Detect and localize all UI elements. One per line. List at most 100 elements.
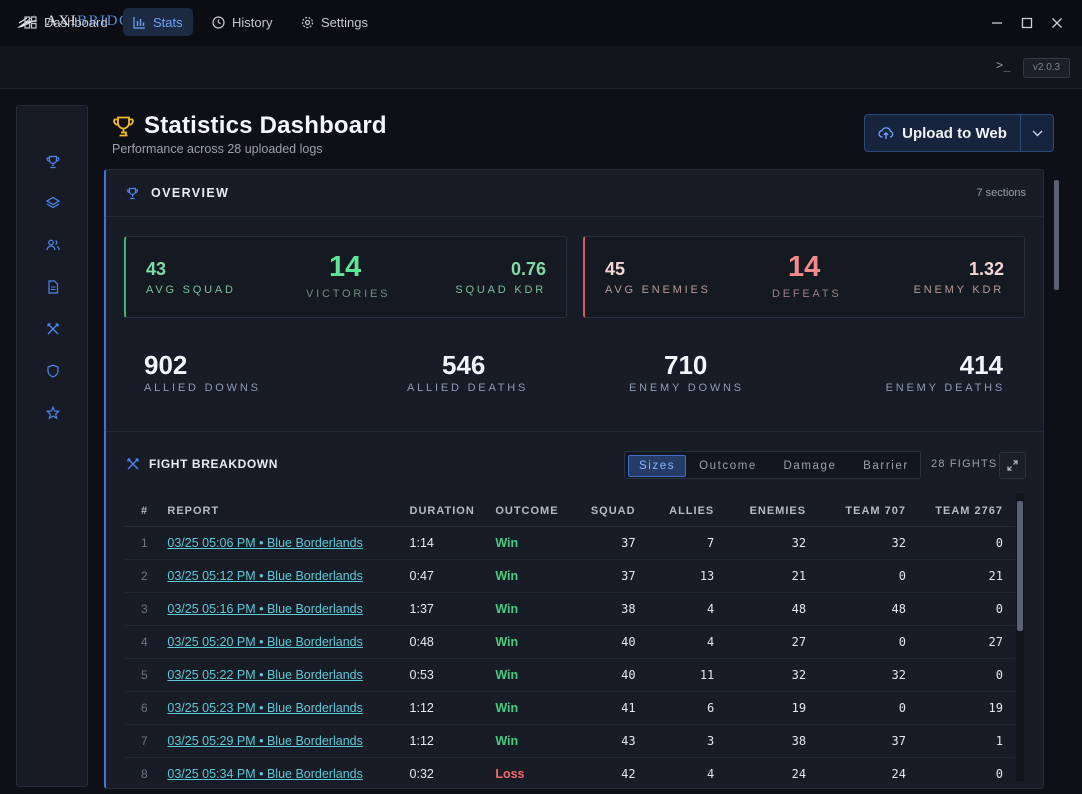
enemy-deaths-value: 414 bbox=[959, 350, 1003, 380]
col-team-707[interactable]: TEAM 707 bbox=[806, 496, 906, 527]
minimize-icon[interactable] bbox=[988, 14, 1006, 32]
outcome-cell: Win bbox=[495, 625, 582, 659]
allies-cell: 4 bbox=[635, 592, 715, 626]
team-2767-cell: 0 bbox=[905, 658, 1015, 692]
chevron-down-icon bbox=[1032, 130, 1042, 136]
table-row[interactable]: 8 03/25 05:34 PM • Blue Borderlands 0:32 Lo… bbox=[125, 757, 1015, 788]
upload-to-web-button[interactable]: Upload to Web bbox=[865, 115, 1021, 151]
report-link[interactable]: 03/25 05:34 PM • Blue Borderlands bbox=[167, 757, 410, 788]
allied-downs-label: ALLIED DOWNS bbox=[144, 382, 261, 394]
row-index: 6 bbox=[125, 691, 168, 725]
col-duration[interactable]: DURATION bbox=[409, 496, 496, 527]
row-index: 4 bbox=[125, 625, 168, 659]
document-icon[interactable] bbox=[45, 279, 61, 295]
cloud-upload-icon bbox=[878, 127, 894, 139]
allied-deaths-value: 546 bbox=[442, 350, 486, 380]
layers-icon[interactable] bbox=[45, 195, 61, 211]
row-index: 1 bbox=[125, 526, 168, 560]
upload-options-button[interactable] bbox=[1021, 115, 1053, 151]
table-row[interactable]: 3 03/25 05:16 PM • Blue Borderlands 1:37 Wi… bbox=[125, 592, 1015, 626]
expand-icon bbox=[1007, 460, 1018, 471]
report-link[interactable]: 03/25 05:22 PM • Blue Borderlands bbox=[167, 658, 410, 692]
enemy-kdr-value: 1.32 bbox=[968, 259, 1004, 279]
tab-dashboard[interactable]: Dashboard bbox=[14, 8, 118, 36]
segment-sizes[interactable]: Sizes bbox=[628, 455, 686, 477]
duration-cell: 1:14 bbox=[409, 526, 496, 560]
squad-cell: 43 bbox=[581, 724, 636, 758]
report-link[interactable]: 03/25 05:12 PM • Blue Borderlands bbox=[167, 559, 410, 593]
col-enemies[interactable]: ENEMIES bbox=[714, 496, 807, 527]
page-scrollbar-thumb[interactable] bbox=[1054, 180, 1059, 290]
table-row[interactable]: 6 03/25 05:23 PM • Blue Borderlands 1:12 Wi… bbox=[125, 691, 1015, 725]
trophy-icon bbox=[127, 187, 138, 199]
table-row[interactable]: 2 03/25 05:12 PM • Blue Borderlands 0:47 Wi… bbox=[125, 559, 1015, 593]
report-link[interactable]: 03/25 05:16 PM • Blue Borderlands bbox=[167, 592, 410, 626]
terminal-icon[interactable]: >_ bbox=[996, 58, 1011, 72]
tab-stats-label: Stats bbox=[153, 14, 183, 30]
report-link[interactable]: 03/25 05:20 PM • Blue Borderlands bbox=[167, 625, 410, 659]
squad-kdr-value: 0.76 bbox=[510, 259, 546, 279]
segment-barrier[interactable]: Barrier bbox=[863, 460, 909, 472]
report-link[interactable]: 03/25 05:06 PM • Blue Borderlands bbox=[167, 526, 410, 560]
outcome-cell: Win bbox=[495, 592, 582, 626]
row-index: 8 bbox=[125, 757, 168, 788]
enemies-cell: 21 bbox=[714, 559, 807, 593]
maximize-icon[interactable] bbox=[1018, 14, 1036, 32]
table-row[interactable]: 1 03/25 05:06 PM • Blue Borderlands 1:14 Wi… bbox=[125, 526, 1015, 560]
fights-count: 28 FIGHTS bbox=[931, 458, 998, 470]
overview-title: OVERVIEW bbox=[126, 186, 229, 200]
close-icon[interactable] bbox=[1048, 14, 1066, 32]
col-allies[interactable]: ALLIES bbox=[635, 496, 715, 527]
enemies-cell: 48 bbox=[714, 592, 807, 626]
col-report[interactable]: REPORT bbox=[167, 496, 410, 527]
avg-squad-value: 43 bbox=[146, 259, 167, 279]
col-index[interactable]: # bbox=[125, 496, 168, 527]
report-link[interactable]: 03/25 05:23 PM • Blue Borderlands bbox=[167, 691, 410, 725]
team-2767-cell: 19 bbox=[905, 691, 1015, 725]
star-icon[interactable] bbox=[45, 405, 61, 421]
table-scrollbar-thumb[interactable] bbox=[1017, 501, 1023, 631]
tab-dashboard-label: Dashboard bbox=[44, 14, 108, 30]
tab-settings-label: Settings bbox=[321, 14, 368, 30]
row-index: 2 bbox=[125, 559, 168, 593]
team-2767-cell: 0 bbox=[905, 526, 1015, 560]
shield-icon[interactable] bbox=[45, 363, 61, 379]
tab-stats[interactable]: Stats bbox=[123, 8, 193, 36]
team-707-cell: 32 bbox=[806, 658, 906, 692]
fight-breakdown-title: FIGHT BREAKDOWN bbox=[126, 457, 278, 471]
trophy-icon[interactable] bbox=[45, 154, 61, 170]
swords-icon[interactable] bbox=[45, 321, 61, 337]
tab-history-label: History bbox=[232, 14, 273, 30]
squad-cell: 42 bbox=[581, 757, 636, 788]
nav-bar bbox=[0, 46, 1082, 89]
team-707-cell: 0 bbox=[806, 625, 906, 659]
table-row[interactable]: 7 03/25 05:29 PM • Blue Borderlands 1:12 Wi… bbox=[125, 724, 1015, 758]
col-outcome[interactable]: OUTCOME bbox=[495, 496, 582, 527]
table-row[interactable]: 5 03/25 05:22 PM • Blue Borderlands 0:53 Wi… bbox=[125, 658, 1015, 692]
table-row[interactable]: 4 03/25 05:20 PM • Blue Borderlands 0:48 Wi… bbox=[125, 625, 1015, 659]
enemy-summary-card: 45 AVG ENEMIES 14 DEFEATS 1.32 ENEMY KDR bbox=[583, 236, 1025, 318]
sections-count: 7 sections bbox=[976, 187, 1026, 199]
allies-cell: 3 bbox=[635, 724, 715, 758]
swords-icon bbox=[127, 458, 139, 470]
allies-cell: 13 bbox=[635, 559, 715, 593]
upload-label: Upload to Web bbox=[902, 124, 1007, 142]
col-squad[interactable]: SQUAD bbox=[581, 496, 636, 527]
col-team-2767[interactable]: TEAM 2767 bbox=[905, 496, 1015, 527]
allies-cell: 4 bbox=[635, 625, 715, 659]
enemies-cell: 19 bbox=[714, 691, 807, 725]
upload-button-group: Upload to Web bbox=[864, 114, 1054, 152]
users-icon[interactable] bbox=[45, 237, 61, 253]
team-707-cell: 32 bbox=[806, 526, 906, 560]
page-scrollbar[interactable] bbox=[1053, 172, 1061, 786]
tab-history[interactable]: History bbox=[202, 8, 282, 36]
outcome-cell: Win bbox=[495, 691, 582, 725]
segment-outcome[interactable]: Outcome bbox=[699, 460, 757, 472]
tab-settings[interactable]: Settings bbox=[291, 8, 378, 36]
victories-label: VICTORIES bbox=[306, 288, 391, 300]
table-scrollbar[interactable] bbox=[1016, 493, 1024, 781]
expand-button[interactable] bbox=[999, 452, 1026, 479]
avg-enemies-value: 45 bbox=[605, 259, 626, 279]
report-link[interactable]: 03/25 05:29 PM • Blue Borderlands bbox=[167, 724, 410, 758]
segment-damage[interactable]: Damage bbox=[783, 460, 837, 472]
